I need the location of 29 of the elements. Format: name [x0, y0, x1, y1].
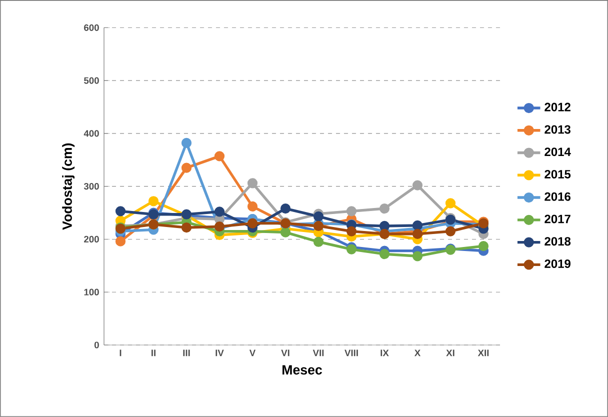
legend-label: 2013	[544, 125, 570, 134]
x-tick-label: XI	[446, 350, 454, 356]
legend-label: 2014	[544, 148, 571, 156]
legend-label: 2016	[544, 192, 570, 201]
x-tick-label: VII	[312, 350, 324, 356]
x-tick-label: IV	[216, 350, 224, 356]
y-tick-label: 500	[84, 77, 99, 84]
x-axis-title: Mesec	[282, 365, 322, 375]
x-tick-label: X	[414, 350, 421, 356]
legend-label: 2017	[544, 214, 570, 224]
y-tick-label: 400	[84, 130, 99, 137]
y-tick-label: 300	[84, 183, 99, 190]
y-tick-label: 200	[84, 236, 99, 243]
y-tick-label: 600	[84, 24, 99, 31]
y-axis-title: Vodostaj (cm)	[62, 143, 75, 230]
y-tick-label: 100	[84, 288, 99, 296]
legend-label: 2018	[544, 237, 571, 246]
legend-label: 2015	[544, 170, 571, 178]
x-tick-label: VI	[281, 350, 290, 356]
x-tick-label: II	[152, 350, 156, 356]
x-tick-label: I	[120, 350, 122, 356]
x-tick-label: IX	[380, 350, 389, 356]
legend-label: 2019	[544, 259, 570, 268]
x-tick-label: VIII	[344, 350, 358, 356]
legend-label: 2012	[544, 102, 570, 112]
x-tick-label: III	[183, 350, 190, 356]
x-tick-label: XII	[478, 350, 489, 356]
x-tick-label: V	[249, 350, 256, 356]
y-tick-label: 0	[94, 342, 99, 348]
